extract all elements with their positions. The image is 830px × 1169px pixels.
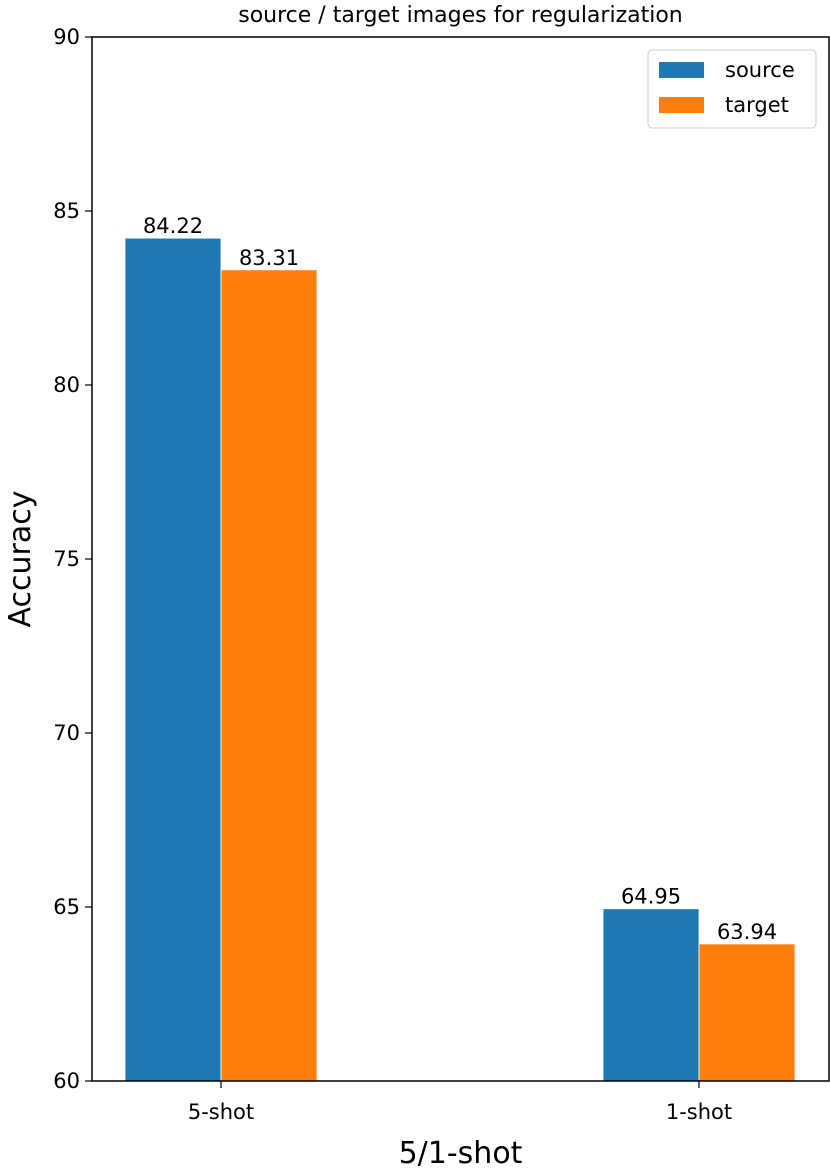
bar-target-1-shot (698, 943, 796, 1082)
legend-swatch-target (659, 97, 704, 113)
y-tick-label: 80 (53, 373, 80, 397)
legend-label-source: source (725, 58, 795, 82)
y-tick-label: 60 (53, 1069, 80, 1093)
x-axis-ticks: 5-shot 1-shot (188, 1081, 732, 1124)
x-tick-label-1-shot: 1-shot (666, 1100, 732, 1124)
data-label-source-5-shot: 84.22 (143, 214, 203, 238)
bars-group (124, 237, 796, 1082)
y-tick-label: 90 (53, 25, 80, 49)
bar-source-1-shot (602, 908, 700, 1082)
bar-source-5-shot (124, 237, 222, 1082)
y-tick-label: 70 (53, 721, 80, 745)
legend-label-target: target (725, 93, 789, 117)
x-axis-label: 5/1-shot (399, 1136, 523, 1169)
data-label-target-5-shot: 83.31 (239, 246, 299, 270)
chart-title: source / target images for regularizatio… (238, 3, 683, 28)
legend[interactable]: source target (647, 49, 817, 129)
y-tick-label: 75 (53, 547, 80, 571)
y-tick-label: 85 (53, 199, 80, 223)
data-label-source-1-shot: 64.95 (621, 885, 681, 909)
bar-target-5-shot (220, 269, 318, 1082)
x-tick-label-5-shot: 5-shot (188, 1100, 254, 1124)
y-axis-label: Accuracy (3, 491, 38, 628)
data-labels-group: 84.22 64.95 83.31 63.94 (143, 214, 777, 944)
legend-swatch-source (659, 62, 704, 78)
y-tick-label: 65 (53, 895, 80, 919)
y-axis-ticks: 60 65 70 75 80 85 90 (53, 25, 92, 1093)
data-label-target-1-shot: 63.94 (717, 920, 777, 944)
